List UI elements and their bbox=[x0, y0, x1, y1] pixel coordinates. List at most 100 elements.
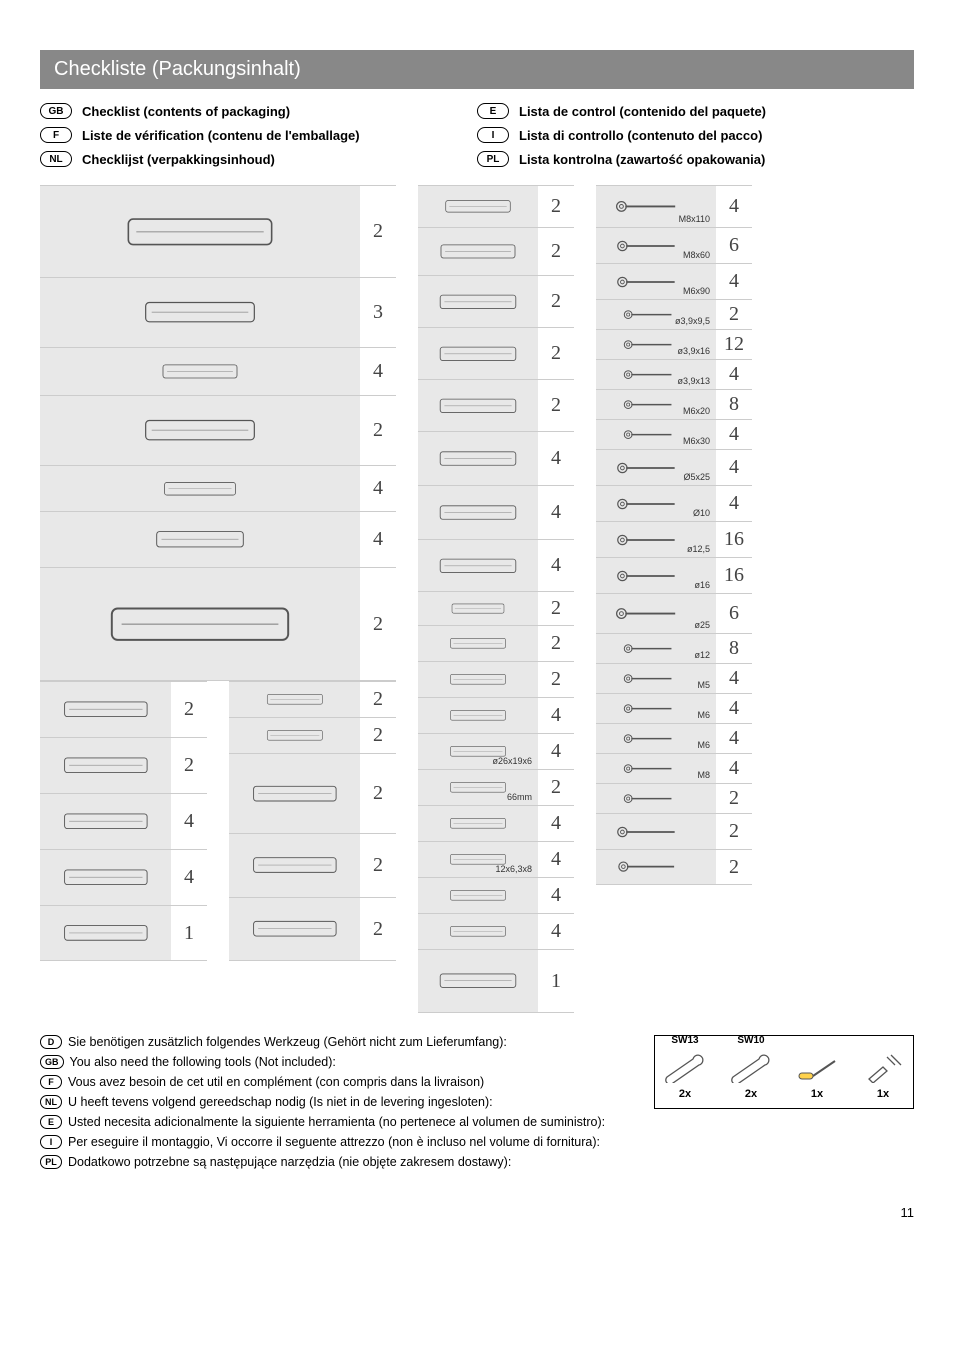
part-quantity: 4 bbox=[538, 842, 574, 877]
part-cell: 2 bbox=[229, 897, 396, 961]
column-1: 2 3 4 2 4 4 2 2 2 4 4 1 2 bbox=[40, 185, 396, 1013]
part-illustration: ø12,5 bbox=[596, 522, 716, 557]
part-cell: 4 bbox=[40, 511, 396, 567]
part-size-label: M5 bbox=[697, 680, 710, 690]
part-quantity: 1 bbox=[171, 906, 207, 960]
part-quantity: 2 bbox=[538, 626, 574, 661]
part-cell: 4 bbox=[418, 877, 574, 913]
part-illustration bbox=[40, 794, 171, 849]
tool-qty: 1x bbox=[811, 1088, 823, 1100]
part-illustration bbox=[418, 950, 538, 1012]
part-illustration bbox=[229, 682, 360, 717]
part-quantity: 4 bbox=[538, 486, 574, 539]
part-cell: Ø104 bbox=[596, 485, 752, 521]
part-cell: 1 bbox=[418, 949, 574, 1013]
part-size-label: ø12 bbox=[694, 650, 710, 660]
part-cell: 4 bbox=[418, 431, 574, 485]
lang-text: Lista kontrolna (zawartość opakowania) bbox=[519, 152, 765, 167]
part-size-label: Ø10 bbox=[693, 508, 710, 518]
language-item: FListe de vérification (contenu de l'emb… bbox=[40, 127, 477, 143]
column-3: M8x1104 M8x606 M6x904 ø3,9x9,52 ø3,9x161… bbox=[596, 185, 752, 1013]
part-illustration: ø3,9x16 bbox=[596, 330, 716, 359]
lang-badge: PL bbox=[477, 151, 509, 167]
part-cell: ø128 bbox=[596, 633, 752, 663]
note-text: Sie benötigen zusätzlich folgendes Werkz… bbox=[68, 1035, 507, 1049]
part-size-label: M8x60 bbox=[683, 250, 710, 260]
wrench-icon bbox=[663, 1048, 707, 1088]
tool-item: 1x bbox=[795, 1048, 839, 1100]
part-size-label: ø25 bbox=[694, 620, 710, 630]
part-illustration bbox=[40, 186, 360, 277]
part-quantity: 2 bbox=[360, 754, 396, 833]
part-illustration bbox=[418, 806, 538, 841]
part-quantity: 2 bbox=[538, 186, 574, 227]
language-item: PL Lista kontrolna (zawartość opakowania) bbox=[477, 151, 914, 167]
note-text: You also need the following tools (Not i… bbox=[70, 1055, 336, 1069]
part-quantity: 12 bbox=[716, 330, 752, 359]
part-cell: ø3,9x9,52 bbox=[596, 299, 752, 329]
part-cell: 2 bbox=[40, 395, 396, 465]
part-cell: 2 bbox=[418, 379, 574, 431]
part-cell: ø1616 bbox=[596, 557, 752, 593]
part-quantity: 2 bbox=[360, 568, 396, 680]
language-item: NLChecklijst (verpakkingsinhoud) bbox=[40, 151, 477, 167]
page-number: 11 bbox=[40, 1205, 914, 1220]
part-illustration bbox=[418, 432, 538, 485]
part-cell: 2 bbox=[418, 591, 574, 625]
part-illustration bbox=[40, 906, 171, 960]
part-size-label: ø3,9x13 bbox=[677, 376, 710, 386]
language-item: E Lista de control (contenido del paquete… bbox=[477, 103, 914, 119]
lang-badge: PL bbox=[40, 1155, 62, 1169]
part-quantity: 4 bbox=[716, 186, 752, 227]
part-illustration bbox=[418, 698, 538, 733]
part-cell: M6x304 bbox=[596, 419, 752, 449]
part-cell: M64 bbox=[596, 693, 752, 723]
part-size-label: M6x90 bbox=[683, 286, 710, 296]
part-cell: 2 bbox=[40, 567, 396, 681]
part-illustration bbox=[418, 540, 538, 591]
part-illustration bbox=[418, 626, 538, 661]
part-quantity: 4 bbox=[360, 466, 396, 511]
pliers-icon bbox=[861, 1048, 905, 1088]
part-illustration bbox=[418, 486, 538, 539]
part-quantity: 4 bbox=[171, 850, 207, 905]
part-cell: 4 bbox=[40, 793, 207, 849]
page-header: Checkliste (Packungsinhalt) bbox=[40, 50, 914, 89]
part-quantity: 2 bbox=[716, 784, 752, 813]
part-quantity: 16 bbox=[716, 558, 752, 593]
part-size-label: M8 bbox=[697, 770, 710, 780]
part-cell: 4 bbox=[418, 913, 574, 949]
lang-badge: E bbox=[477, 103, 509, 119]
part-quantity: 4 bbox=[716, 754, 752, 783]
tool-item: SW13 2x bbox=[663, 1035, 707, 1100]
part-quantity: 2 bbox=[538, 770, 574, 805]
lang-badge: GB bbox=[40, 103, 72, 119]
note-line: FVous avez besoin de cet util en complém… bbox=[40, 1075, 634, 1089]
part-illustration bbox=[40, 396, 360, 465]
lang-text: Checklijst (verpakkingsinhoud) bbox=[82, 152, 275, 167]
part-quantity: 2 bbox=[360, 186, 396, 277]
part-cell: 2 bbox=[596, 813, 752, 849]
part-quantity: 2 bbox=[716, 850, 752, 884]
part-size-label: M8x110 bbox=[679, 214, 710, 224]
part-cell: 2 bbox=[229, 681, 396, 717]
part-quantity: 4 bbox=[538, 914, 574, 949]
part-illustration: M5 bbox=[596, 664, 716, 693]
part-size-label: ø3,9x9,5 bbox=[675, 316, 710, 326]
column-2: 2 2 2 2 2 4 4 4 2 2 2 4 ø26x19x64 66mm2 bbox=[418, 185, 574, 1013]
lang-badge: E bbox=[40, 1115, 62, 1129]
part-cell: ø12,516 bbox=[596, 521, 752, 557]
lang-badge: I bbox=[40, 1135, 62, 1149]
part-quantity: 4 bbox=[716, 724, 752, 753]
part-quantity: 8 bbox=[716, 390, 752, 419]
part-cell: 2 bbox=[418, 661, 574, 697]
part-cell: ø26x19x64 bbox=[418, 733, 574, 769]
part-quantity: 2 bbox=[538, 276, 574, 327]
part-quantity: 4 bbox=[538, 540, 574, 591]
part-illustration: Ø10 bbox=[596, 486, 716, 521]
lang-text: Lista de control (contenido del paquete) bbox=[519, 104, 766, 119]
wrench-icon bbox=[729, 1048, 773, 1088]
part-illustration: ø3,9x9,5 bbox=[596, 300, 716, 329]
note-text: Usted necesita adicionalmente la siguien… bbox=[68, 1115, 605, 1129]
part-illustration bbox=[418, 328, 538, 379]
